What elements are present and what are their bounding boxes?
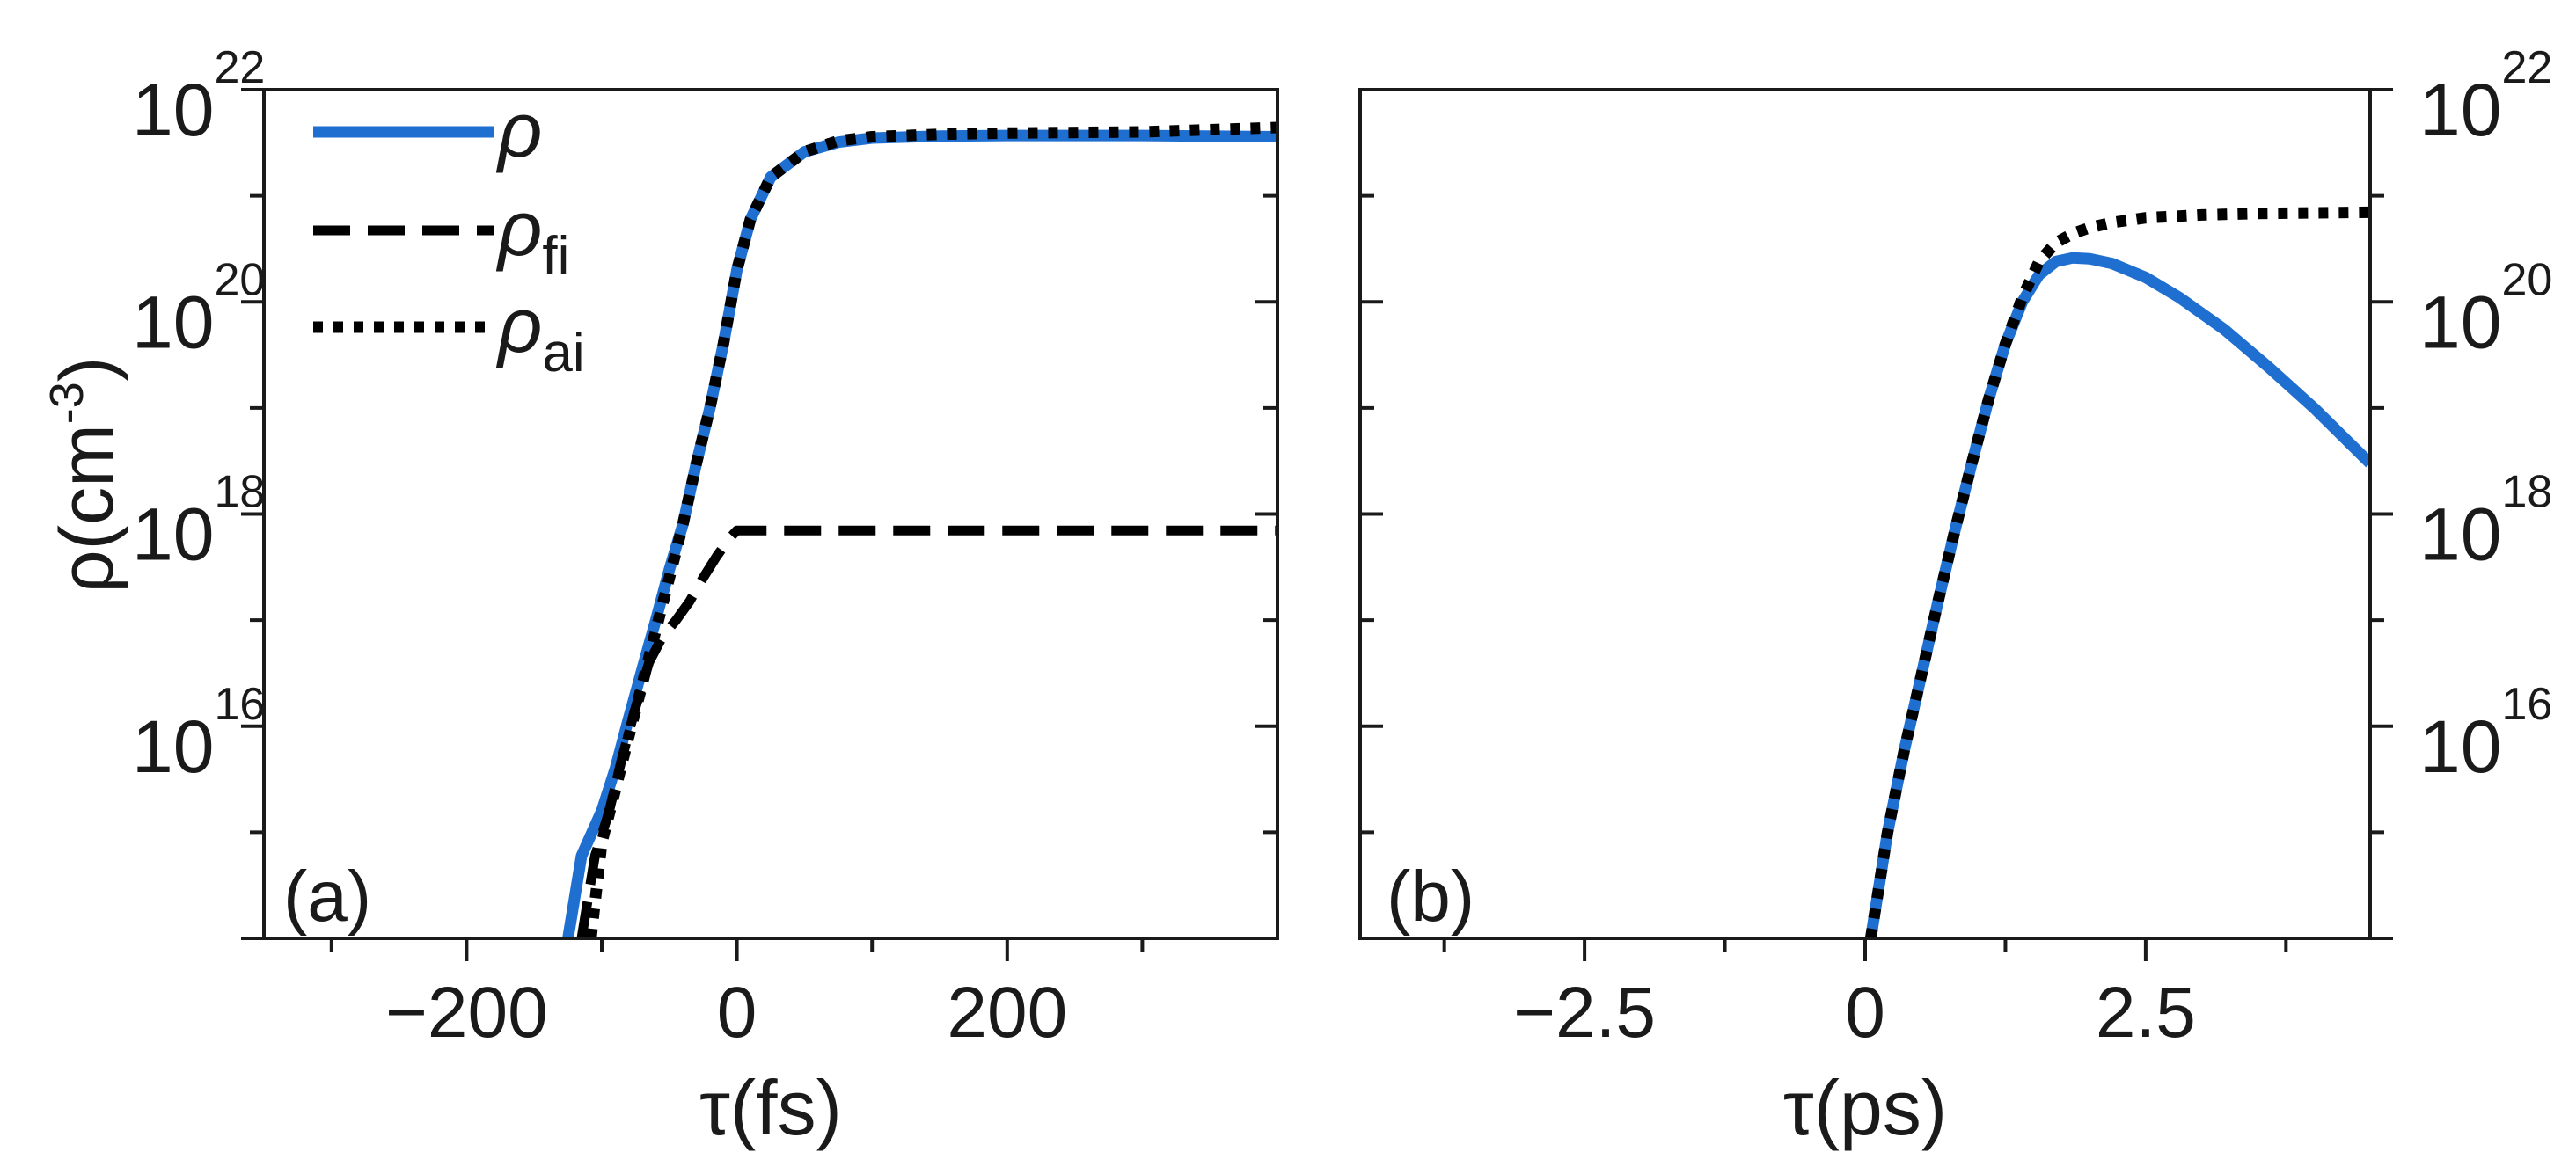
y-axis-label-main: ρ(cm [45,424,129,593]
series-line-rho [1864,252,2370,938]
y-tick-label: 1020 [2419,254,2552,363]
y-tick-label: 1016 [2419,679,2552,788]
panel-a-x-axis-label: τ(fs) [699,1064,842,1151]
panel-b: −2.5 0 2.5 1016 1018 1020 1022 (b) τ(ps) [1358,42,2552,1151]
series-line-rho-ai [585,121,1277,938]
x-tick-label: 0 [1845,973,1885,1053]
series-line-rho-fi [576,525,1277,938]
y-tick-label: 1020 [132,254,265,363]
x-tick-label: −200 [385,973,548,1053]
y-tick-label: 1018 [132,467,265,576]
y-tick-label: 1022 [2419,42,2552,151]
x-tick-label: 200 [947,973,1067,1053]
y-axis-label-close: ) [45,357,129,383]
legend-label-rho: ρ [495,86,542,173]
legend-label-rho-fi: ρfi [495,185,569,287]
panel-b-series-layer [1864,206,2370,938]
panel-a-frame [262,88,1279,940]
x-tick-label: 0 [717,973,757,1053]
panel-a-label: (a) [283,857,371,937]
y-axis-label: ρ(cm-3) [40,357,129,594]
panel-b-label: (b) [1387,857,1475,937]
y-tick-label: 1022 [132,42,265,151]
y-tick-label: 1018 [2419,467,2552,576]
y-tick-label: 1016 [132,679,265,788]
legend-label-rho-ai: ρai [495,281,585,383]
panel-a: −200 0 200 1016 1018 1020 1022 (a) τ(fs) ρ(cm-… [40,42,1279,1151]
panel-b-x-axis-label: τ(ps) [1783,1064,1947,1151]
x-tick-label: −2.5 [1513,973,1656,1053]
x-tick-label: 2.5 [2096,973,2196,1053]
panel-a-series-layer [562,121,1277,938]
series-line-rho-ai [1864,206,2370,938]
y-axis-label-exponent: -3 [40,382,93,424]
